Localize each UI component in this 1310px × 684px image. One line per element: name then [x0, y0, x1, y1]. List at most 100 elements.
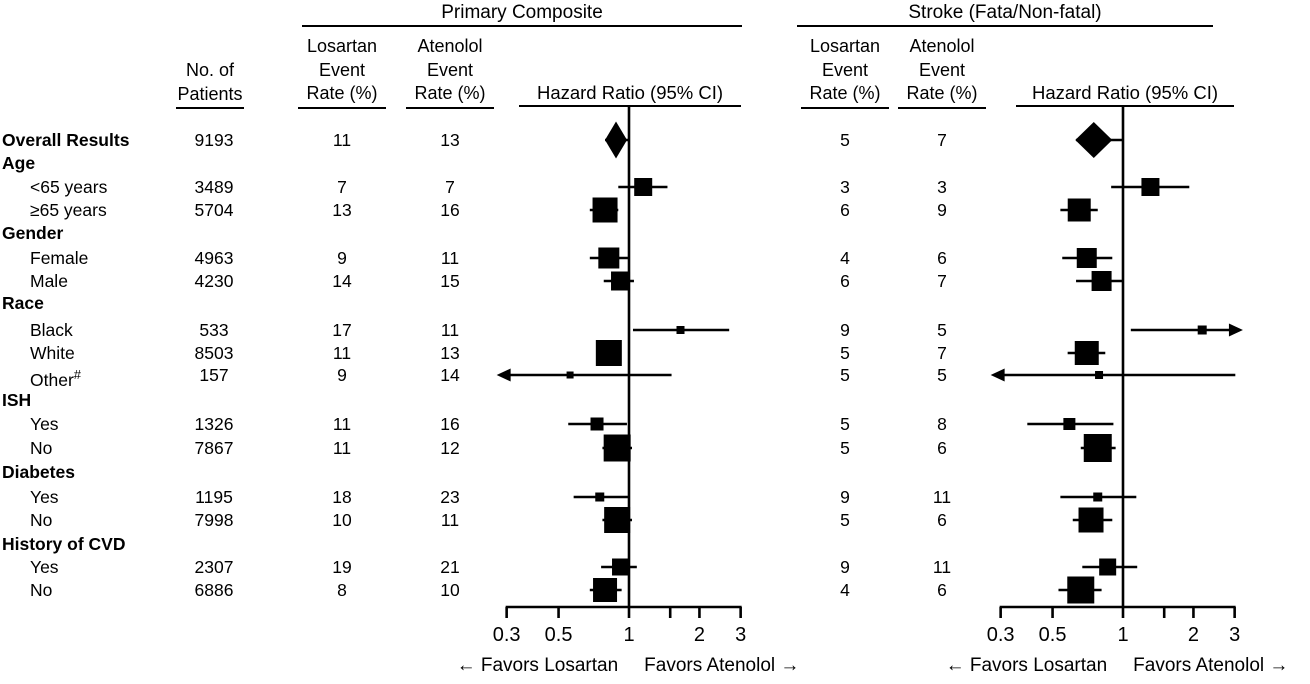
- row-label: No: [30, 438, 53, 458]
- hr-point-square: [1095, 371, 1104, 379]
- losartan-rate-pc: 10: [332, 510, 352, 530]
- favors-footer-st: ← Favors Losartan Favors Atenolol →: [917, 655, 1310, 677]
- atenolol-rate-st: 5: [937, 320, 947, 340]
- patients-count: 4230: [194, 271, 234, 291]
- hr-point-square: [592, 197, 618, 223]
- atenolol-rate-st: 11: [932, 557, 952, 577]
- losartan-rate-pc: 7: [337, 177, 347, 197]
- favors-losartan-label: ← Favors Losartan: [945, 655, 1108, 676]
- x-axis-tick-label: 3: [735, 624, 746, 646]
- row-label: Yes: [30, 557, 59, 577]
- atenolol-header-line2: Event: [426, 59, 474, 80]
- row-label: Overall Results: [2, 130, 130, 150]
- x-axis-tick-label: 2: [694, 624, 705, 646]
- atenolol-header-line1: Atenolol: [909, 36, 975, 56]
- patients-count: 9193: [194, 130, 234, 150]
- hr-point-square: [1063, 418, 1076, 430]
- atenolol-rate-st: 7: [937, 130, 947, 150]
- losartan-rate-pc: 8: [337, 580, 347, 600]
- hr-point-square: [595, 492, 605, 502]
- col-header-atenolol-pc: Atenolol Event Rate (%): [406, 35, 494, 109]
- atenolol-rate-pc: 10: [440, 580, 460, 600]
- row-label: Other#: [30, 367, 82, 390]
- patients-count: 4963: [194, 248, 234, 268]
- losartan-rate-pc: 9: [337, 248, 347, 268]
- panel-title-primary-composite: Primary Composite: [302, 2, 742, 27]
- x-axis-tick-label: 0.3: [987, 624, 1015, 646]
- atenolol-rate-st: 7: [937, 271, 947, 291]
- losartan-rate-st: 9: [840, 320, 850, 340]
- row-label: Black: [30, 320, 73, 340]
- hazard-ratio-header-st: Hazard Ratio (95% CI): [1016, 82, 1234, 107]
- losartan-rate-pc: 13: [332, 200, 352, 220]
- hr-point-square: [603, 434, 631, 462]
- row-label: ISH: [2, 390, 32, 410]
- atenolol-rate-st: 9: [937, 200, 947, 220]
- x-axis-tick-label: 0.5: [1039, 624, 1067, 646]
- patients-count: 3489: [194, 177, 234, 197]
- atenolol-rate-pc: 21: [440, 557, 460, 577]
- atenolol-rate-pc: 16: [440, 200, 460, 220]
- hr-point-square: [1074, 341, 1099, 365]
- losartan-rate-st: 4: [840, 580, 850, 600]
- row-label: Gender: [2, 223, 64, 243]
- hr-point-square: [590, 417, 604, 431]
- hr-point-square: [1091, 271, 1112, 291]
- favors-losartan-label: ← Favors Losartan: [456, 655, 619, 676]
- losartan-rate-pc: 11: [332, 130, 352, 150]
- losartan-header-line3: Rate (%): [306, 83, 378, 103]
- panel-title-stroke: Stroke (Fata/Non-fatal): [797, 2, 1213, 27]
- x-axis-tick-label: 1: [1117, 624, 1128, 646]
- losartan-rate-st: 5: [840, 365, 850, 385]
- col-header-losartan-pc: Losartan Event Rate (%): [298, 35, 386, 109]
- losartan-rate-st: 5: [840, 343, 850, 363]
- ci-arrow-left: [496, 368, 511, 382]
- losartan-rate-st: 5: [840, 438, 850, 458]
- row-label: Race: [2, 293, 44, 313]
- favors-footer-pc: ← Favors Losartan Favors Atenolol →: [428, 655, 828, 677]
- patients-count: 2307: [194, 557, 234, 577]
- hr-point-square: [1099, 558, 1117, 576]
- col-header-patients-line2: Patients: [177, 83, 243, 104]
- row-label: History of CVD: [2, 534, 126, 554]
- hr-point-square: [1141, 178, 1160, 196]
- atenolol-rate-pc: 11: [440, 510, 460, 530]
- atenolol-rate-pc: 23: [440, 487, 460, 507]
- atenolol-rate-pc: 14: [440, 365, 460, 385]
- hr-point-square: [1067, 198, 1091, 222]
- atenolol-rate-st: 8: [937, 414, 947, 434]
- atenolol-header-line3: Rate (%): [414, 83, 486, 103]
- row-label: White: [30, 343, 75, 363]
- x-axis-tick-label: 3: [1229, 624, 1240, 646]
- losartan-rate-pc: 14: [332, 271, 352, 291]
- x-axis-tick-label: 2: [1188, 624, 1199, 646]
- atenolol-rate-pc: 13: [440, 343, 460, 363]
- losartan-header-line2: Event: [318, 59, 366, 80]
- losartan-rate-pc: 11: [332, 438, 352, 458]
- atenolol-rate-st: 3: [937, 177, 947, 197]
- losartan-rate-pc: 17: [332, 320, 352, 340]
- row-label: No: [30, 510, 53, 530]
- losartan-rate-st: 9: [840, 557, 850, 577]
- losartan-rate-pc: 11: [332, 414, 352, 434]
- atenolol-rate-pc: 13: [440, 130, 460, 150]
- ci-arrow-left: [990, 368, 1005, 382]
- atenolol-rate-st: 11: [932, 487, 952, 507]
- patients-count: 8503: [194, 343, 234, 363]
- atenolol-rate-pc: 15: [440, 271, 460, 291]
- hr-point-square: [566, 371, 574, 379]
- hr-point-square: [634, 178, 653, 196]
- atenolol-rate-pc: 7: [445, 177, 455, 197]
- patients-count: 7998: [194, 510, 234, 530]
- losartan-rate-st: 3: [840, 177, 850, 197]
- atenolol-rate-st: 5: [937, 365, 947, 385]
- losartan-rate-st: 5: [840, 510, 850, 530]
- row-label: Yes: [30, 487, 59, 507]
- atenolol-rate-pc: 11: [440, 320, 460, 340]
- favors-atenolol-label: Favors Atenolol →: [644, 655, 800, 676]
- col-header-losartan-st: Losartan Event Rate (%): [801, 35, 889, 109]
- hr-point-square: [604, 507, 631, 533]
- row-label: ≥65 years: [30, 200, 107, 220]
- atenolol-rate-st: 6: [937, 438, 947, 458]
- atenolol-rate-st: 7: [937, 343, 947, 363]
